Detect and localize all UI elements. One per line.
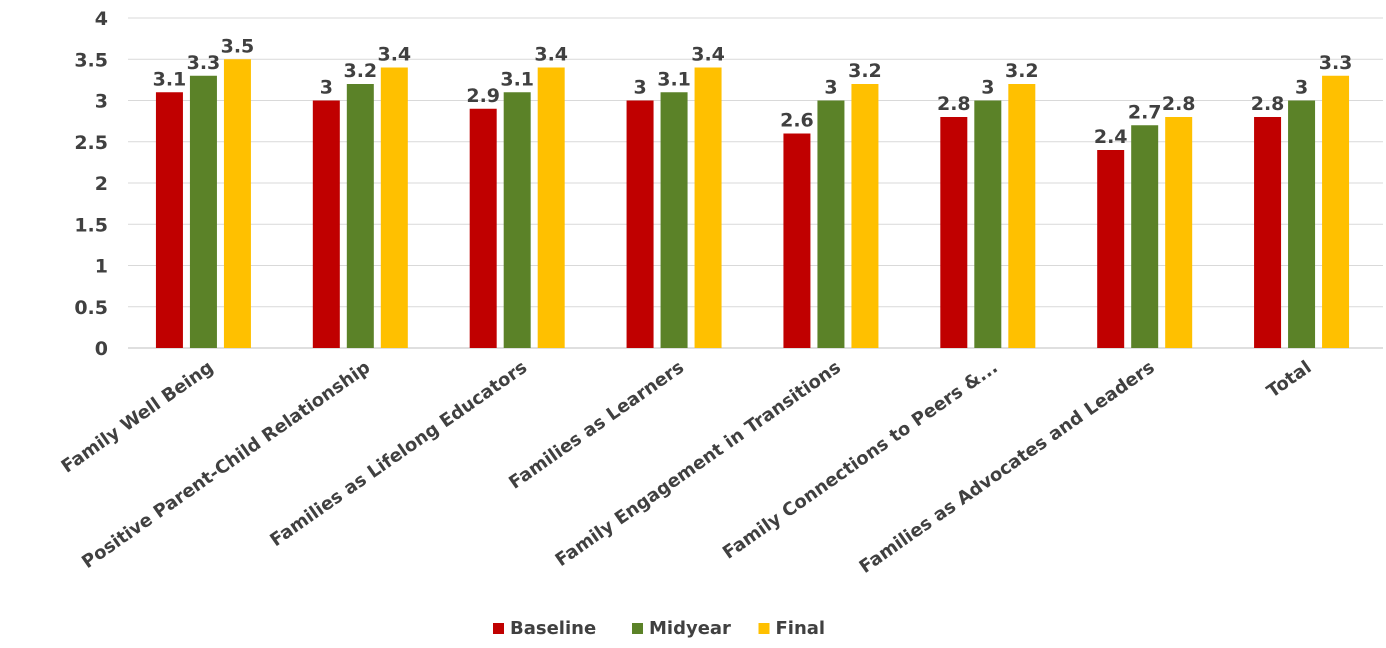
legend-swatch [632, 623, 643, 634]
bar-final [1322, 75, 1350, 348]
data-label: 3 [1295, 77, 1308, 99]
data-label: 3.5 [221, 35, 255, 57]
y-tick-label: 2 [95, 173, 108, 195]
data-label: 3 [633, 77, 646, 99]
bar-midyear [974, 100, 1002, 348]
y-axis-ticks: 0 0.5 1 1.5 2 2.5 3 3.5 4 [74, 8, 108, 360]
bar-final [380, 67, 408, 348]
data-label: 2.8 [937, 93, 971, 115]
bar-baseline [155, 92, 183, 348]
bar-final [1008, 84, 1036, 348]
bar-midyear [189, 75, 217, 348]
data-label: 2.8 [1162, 93, 1196, 115]
bar-midyear [346, 84, 374, 348]
data-label: 3.2 [848, 60, 882, 82]
bars [155, 59, 1350, 348]
data-label: 3.3 [1319, 52, 1353, 74]
bar-baseline [783, 133, 811, 348]
data-label: 3.4 [534, 44, 568, 66]
y-tick-label: 2.5 [74, 132, 108, 154]
legend-label: Baseline [510, 618, 596, 639]
bar-final [851, 84, 879, 348]
data-label: 3.1 [657, 68, 691, 90]
data-label: 3.1 [153, 68, 187, 90]
bar-midyear [817, 100, 845, 348]
data-label: 3.2 [343, 60, 377, 82]
bar-baseline [940, 117, 968, 348]
legend-label: Final [776, 618, 826, 639]
data-label: 3 [320, 77, 333, 99]
data-label: 2.9 [466, 85, 500, 107]
legend-label: Midyear [649, 618, 731, 639]
x-category-label: Families as Lifelong Educators [266, 357, 531, 551]
legend-swatch [493, 623, 504, 634]
data-label: 3.4 [691, 44, 725, 66]
x-category-label: Families as Learners [505, 357, 688, 494]
bar-baseline [312, 100, 340, 348]
data-label: 3.3 [187, 52, 221, 74]
y-tick-label: 1 [95, 256, 108, 278]
y-tick-label: 0 [95, 338, 108, 360]
data-label: 2.4 [1094, 126, 1128, 148]
bar-final [223, 59, 251, 348]
x-category-label: Positive Parent-Child Relationship [78, 357, 374, 573]
bar-midyear [660, 92, 688, 348]
data-labels: 3.13.33.533.23.42.93.13.43 3.13.42.633.22… [153, 35, 1353, 148]
y-tick-label: 0.5 [74, 297, 108, 319]
bar-baseline [1097, 150, 1125, 348]
bar-baseline [626, 100, 654, 348]
bar-final [1165, 117, 1193, 348]
data-label: 3 [824, 77, 837, 99]
data-label: 2.6 [780, 110, 814, 132]
bar-midyear [503, 92, 531, 348]
legend-swatch [758, 623, 770, 634]
bar-midyear [1131, 125, 1159, 348]
x-category-label: Total [1263, 357, 1315, 402]
x-category-label: Family Engagement in Transitions [552, 357, 845, 571]
x-category-label: Families as Advocates and Leaders [856, 357, 1159, 578]
data-label: 3.1 [500, 68, 534, 90]
bar-final [694, 67, 722, 348]
bar-midyear [1288, 100, 1316, 348]
y-tick-label: 3.5 [74, 49, 108, 71]
data-label: 3.2 [1005, 60, 1039, 82]
y-tick-label: 3 [95, 91, 108, 113]
x-category-label: Family Well Being [58, 357, 218, 478]
y-tick-label: 1.5 [74, 214, 108, 236]
y-tick-label: 4 [95, 8, 108, 30]
data-label: 2.8 [1251, 93, 1285, 115]
x-category-label: Family Connections to Peers &... [719, 357, 1002, 564]
data-label: 2.7 [1128, 101, 1162, 123]
legend: Baseline Midyear Final [493, 618, 825, 639]
data-label: 3 [981, 77, 994, 99]
bar-baseline [469, 108, 497, 348]
bar-baseline [1254, 117, 1282, 348]
data-label: 3.4 [377, 44, 411, 66]
bar-final [537, 67, 565, 348]
